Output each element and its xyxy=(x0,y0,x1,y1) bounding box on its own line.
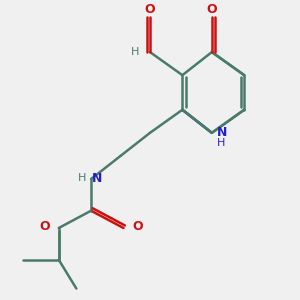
Text: N: N xyxy=(92,172,102,185)
Text: O: O xyxy=(145,3,155,16)
Text: N: N xyxy=(217,126,227,139)
Text: O: O xyxy=(132,220,143,233)
Text: H: H xyxy=(217,138,226,148)
Text: H: H xyxy=(78,173,87,183)
Text: H: H xyxy=(131,47,140,57)
Text: O: O xyxy=(39,220,50,233)
Text: O: O xyxy=(206,3,217,16)
